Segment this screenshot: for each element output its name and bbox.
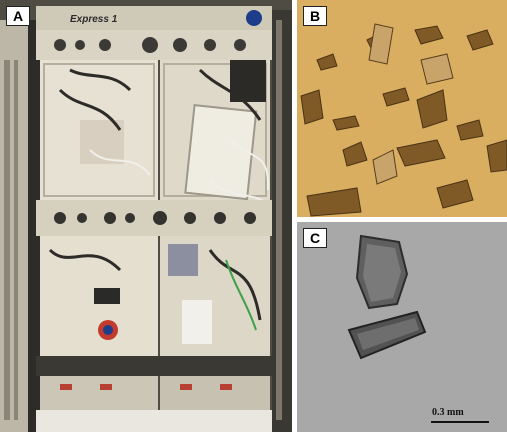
rack-label-text: Express 1 — [70, 14, 118, 25]
rack-photo-image: Express 1 — [0, 0, 292, 432]
scale-bar-label: 0.3 mm — [432, 407, 464, 418]
panel-c-crystal-closeup: 0.3 mm C — [297, 222, 507, 432]
panel-a-label: A — [6, 6, 30, 26]
crystal-micrograph-image — [297, 0, 507, 217]
panel-c-label: C — [303, 228, 327, 248]
panel-b-crystal-micrograph: B — [297, 0, 507, 217]
panel-a-rack-photo: Express 1 — [0, 0, 292, 432]
panel-b-label: B — [303, 6, 327, 26]
crystal-closeup-image — [297, 222, 507, 432]
